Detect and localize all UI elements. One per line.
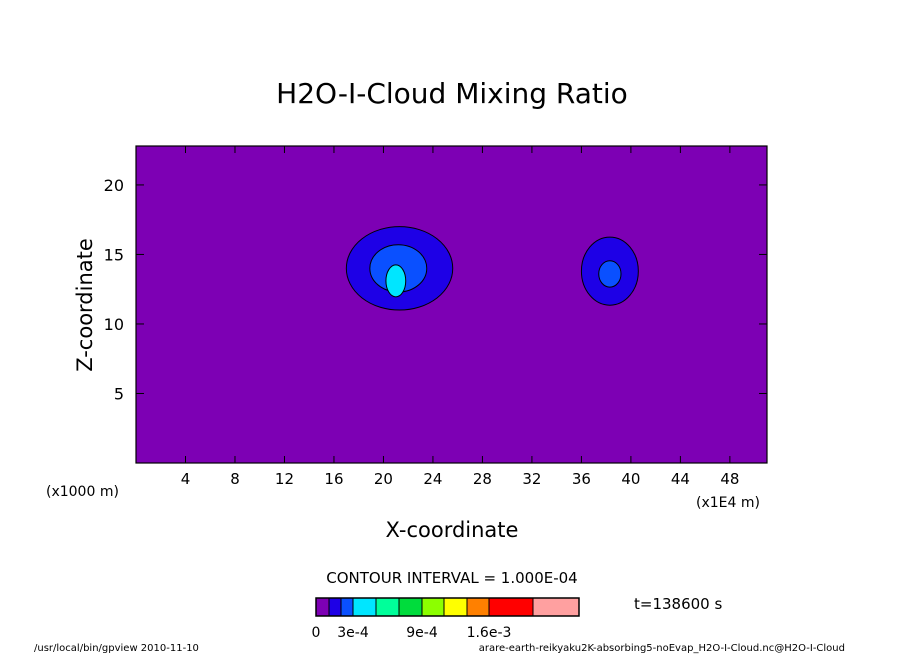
chart-title: H2O-I-Cloud Mixing Ratio <box>276 77 628 110</box>
x-tick-label: 8 <box>230 470 240 488</box>
x-tick-label: 12 <box>275 470 294 488</box>
plot-frame <box>135 145 768 464</box>
colorbar-label: 3e-4 <box>337 625 369 641</box>
colorbar-segment <box>488 597 534 617</box>
x-axis-label: X-coordinate <box>386 518 519 542</box>
x-tick-label: 44 <box>671 470 690 488</box>
contour-level-1-3 <box>385 264 407 298</box>
plot-background <box>135 145 768 464</box>
colorbar-segment <box>352 597 377 617</box>
y-axis-ticks: 5 10 15 20 <box>104 176 767 403</box>
x-tick-label: 48 <box>720 470 739 488</box>
x-axis-ticks: 4 8 12 16 20 24 28 32 36 40 44 48 <box>181 146 739 488</box>
colorbar-segment <box>340 597 354 617</box>
time-label: t=138600 s <box>634 595 722 613</box>
colorbar-label: 0 <box>312 625 321 641</box>
y-tick-label: 5 <box>114 384 124 403</box>
footer-right: arare-earth-reikyaku2K-absorbing5-noEvap… <box>479 643 845 654</box>
colorbar-segment <box>443 597 468 617</box>
x-tick-label: 16 <box>324 470 343 488</box>
contour-level-2-2 <box>598 260 622 288</box>
colorbar-segment <box>315 597 330 617</box>
y-tick-label: 15 <box>104 245 124 264</box>
colorbar-label: 1.6e-3 <box>467 625 512 641</box>
x-tick-label: 24 <box>423 470 442 488</box>
contour-interval-label: CONTOUR INTERVAL = 1.000E-04 <box>326 569 577 587</box>
x-unit-right: (x1E4 m) <box>696 495 760 511</box>
x-tick-label: 40 <box>621 470 640 488</box>
x-tick-label: 28 <box>473 470 492 488</box>
colorbar-label: 9e-4 <box>406 625 438 641</box>
x-tick-label: 36 <box>572 470 591 488</box>
colorbar-segment <box>398 597 423 617</box>
colorbar-labels: 0 3e-4 9e-4 1.6e-3 <box>312 625 512 641</box>
y-axis-label: Z-coordinate <box>73 238 97 372</box>
footer-left: /usr/local/bin/gpview 2010-11-10 <box>34 643 199 654</box>
x-tick-label: 32 <box>522 470 541 488</box>
colorbar <box>315 597 580 617</box>
contour-fills <box>345 226 639 311</box>
colorbar-segment <box>466 597 490 617</box>
y-tick-label: 10 <box>104 315 124 334</box>
x-tick-label: 4 <box>181 470 191 488</box>
colorbar-segment <box>328 597 342 617</box>
y-tick-label: 20 <box>104 176 124 195</box>
x-unit-left: (x1000 m) <box>46 484 119 500</box>
colorbar-segment <box>421 597 445 617</box>
colorbar-frame <box>315 597 580 617</box>
colorbar-segment <box>532 597 580 617</box>
x-tick-label: 20 <box>374 470 393 488</box>
colorbar-segment <box>375 597 400 617</box>
